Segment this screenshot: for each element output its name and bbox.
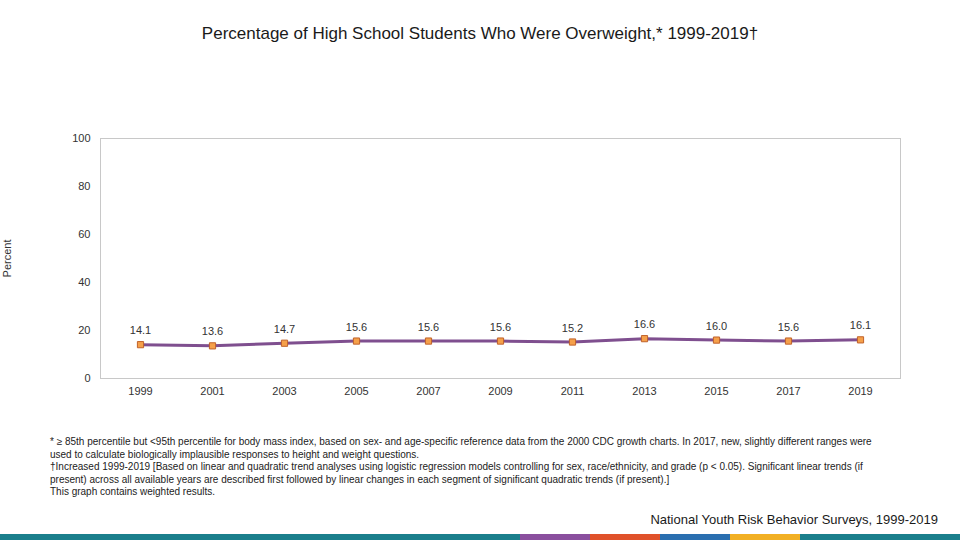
html-text:* ≥ 85th percentile but <95th: * ≥ 85th percentile but <95th percentile… xyxy=(50,436,872,460)
svg-text:2009: 2009 xyxy=(488,385,512,397)
svg-text:80: 80 xyxy=(78,180,90,192)
svg-text:13.6: 13.6 xyxy=(202,325,223,337)
svg-text:2019: 2019 xyxy=(848,385,872,397)
svg-text:2015: 2015 xyxy=(704,385,728,397)
html-text:Percentage of High School Stud: Percentage of High School Students Who W… xyxy=(201,24,759,43)
svg-text:16.1: 16.1 xyxy=(850,319,871,331)
svg-text:15.6: 15.6 xyxy=(490,321,511,333)
svg-text:2003: 2003 xyxy=(272,385,296,397)
svg-text:15.2: 15.2 xyxy=(562,322,583,334)
svg-text:16.0: 16.0 xyxy=(706,320,727,332)
svg-text:Percent: Percent xyxy=(1,240,13,278)
svg-text:40: 40 xyxy=(78,276,90,288)
svg-text:15.6: 15.6 xyxy=(346,321,367,333)
svg-text:2001: 2001 xyxy=(200,385,224,397)
svg-text:60: 60 xyxy=(78,228,90,240)
html-text:†Increased 1999-2019 [Based on: †Increased 1999-2019 [Based on linear an… xyxy=(50,461,863,485)
svg-text:2017: 2017 xyxy=(776,385,800,397)
svg-text:1999: 1999 xyxy=(128,385,152,397)
svg-text:14.7: 14.7 xyxy=(274,323,295,335)
svg-text:2007: 2007 xyxy=(416,385,440,397)
svg-text:2011: 2011 xyxy=(561,385,585,397)
svg-text:14.1: 14.1 xyxy=(130,324,151,336)
svg-text:15.6: 15.6 xyxy=(418,321,439,333)
svg-text:15.6: 15.6 xyxy=(778,321,799,333)
svg-text:20: 20 xyxy=(78,324,90,336)
html-text:National Youth Risk Behavior S: National Youth Risk Behavior Surveys, 19… xyxy=(650,512,938,527)
svg-text:100: 100 xyxy=(72,132,90,144)
svg-text:0: 0 xyxy=(84,372,90,384)
svg-text:2005: 2005 xyxy=(344,385,368,397)
svg-text:2013: 2013 xyxy=(632,385,656,397)
svg-text:16.6: 16.6 xyxy=(634,318,655,330)
html-text:This graph contains weighted r: This graph contains weighted results. xyxy=(50,486,216,497)
